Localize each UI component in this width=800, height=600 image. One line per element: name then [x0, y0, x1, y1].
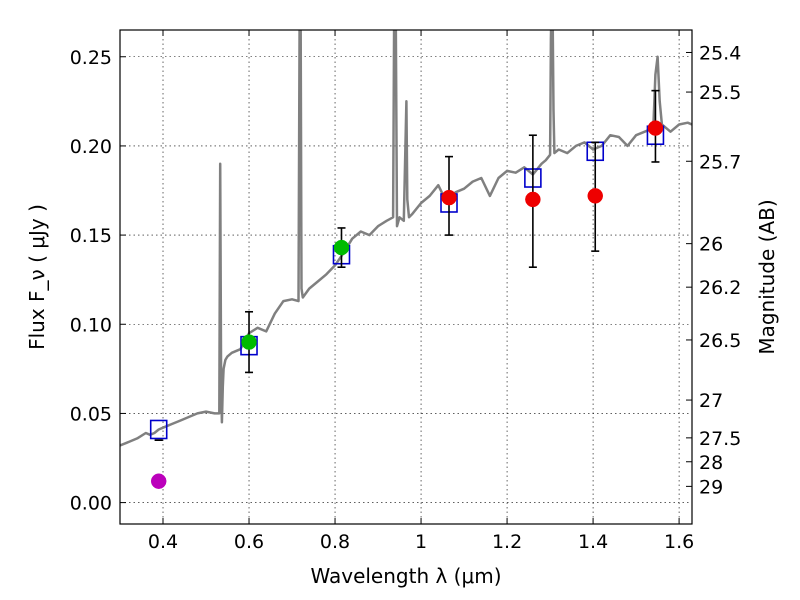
observed-flux-point: [333, 239, 350, 256]
x-axis-label: Wavelength λ (μm): [310, 564, 501, 588]
magnitude-tick-label: 27: [699, 390, 723, 412]
plot-area: [120, 30, 692, 489]
magnitude-tick-label: 25.7: [699, 151, 741, 173]
observed-flux-point: [647, 120, 664, 136]
y-axis-label: Flux F_ν ( μJy ): [25, 204, 49, 350]
observed-flux-point: [525, 191, 541, 208]
y-tick-label: 0.15: [70, 225, 112, 247]
x-tick-label: 0.8: [320, 531, 350, 553]
observed-flux-point: [587, 188, 603, 204]
model-spectrum-line: [120, 30, 692, 447]
observed-flux-point: [150, 473, 167, 489]
magnitude-tick-label: 25.5: [699, 82, 741, 104]
magnitude-tick-label: 27.5: [699, 428, 741, 450]
x-tick-label: 1.2: [492, 531, 522, 553]
observed-flux-point: [441, 189, 457, 206]
x-tick-label: 0.4: [148, 531, 178, 553]
x-tick-label: 1: [415, 531, 427, 553]
y-tick-label: 0.25: [70, 47, 112, 69]
axes: 0.4 0.6 0.8 1 1.2 1.4 1.6 0.00 0.05 0.10 0.15 0.20 0…: [70, 30, 741, 553]
model-photometry-square: [149, 419, 168, 440]
y-tick-label: 0.10: [70, 314, 112, 336]
x-tick-label: 1.6: [664, 531, 694, 553]
y-tick-label: 0.20: [70, 136, 112, 158]
x-tick-label: 1.4: [578, 531, 608, 553]
y-tick-label: 0.00: [70, 493, 112, 515]
y-tick-label: 0.05: [70, 403, 112, 425]
right-axis-label: Magnitude (AB): [755, 199, 779, 354]
plot-frame: [119, 29, 693, 525]
magnitude-tick-label: 28: [699, 452, 723, 474]
x-tick-label: 0.6: [234, 531, 264, 553]
magnitude-tick-label: 26.2: [699, 277, 741, 299]
grid: [120, 30, 692, 524]
observed-flux-point: [241, 334, 257, 350]
magnitude-tick-label: 29: [699, 476, 723, 498]
magnitude-tick-label: 26.5: [699, 330, 741, 352]
magnitude-tick-label: 25.4: [699, 42, 741, 64]
magnitude-tick-label: 26: [699, 234, 723, 256]
